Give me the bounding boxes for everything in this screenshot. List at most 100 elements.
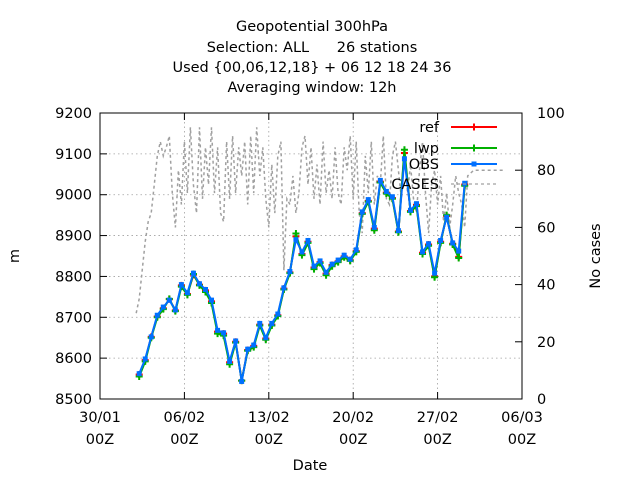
y-tick-label: 9100 (55, 147, 92, 163)
series-obs-point (269, 320, 275, 326)
x-tick-label-hour: 00Z (86, 432, 114, 448)
series-obs-point (377, 177, 383, 183)
y2-axis-label: No cases (588, 223, 604, 288)
series-obs-point (172, 307, 178, 313)
x-axis-label: Date (293, 458, 328, 474)
title-line-2: Selection: ALL 26 stations (207, 40, 418, 56)
series-obs-point (196, 281, 202, 287)
series-obs-point (420, 249, 426, 255)
legend-ref-marker (470, 123, 478, 131)
series-obs-point (209, 297, 215, 303)
x-tick-label-date: 13/02 (248, 410, 290, 426)
series-obs-point (233, 338, 239, 344)
x-tick-label-hour: 00Z (423, 432, 451, 448)
series-obs-point (444, 214, 450, 220)
series-obs-point (383, 188, 389, 194)
y-tick-label: 8600 (55, 351, 92, 367)
series-obs-point (353, 247, 359, 253)
x-tick-label-hour: 00Z (255, 432, 283, 448)
series-obs-point (257, 320, 263, 326)
series-obs-point (203, 287, 208, 293)
axes: 8500 8600 8700 8800 8900 9000 9100 9200 0 20 40 60 8… (55, 106, 565, 448)
series-obs-point (190, 270, 196, 276)
series-lwp-point (455, 254, 463, 262)
series-obs-point (227, 358, 233, 364)
y2-tick-label: 80 (537, 163, 555, 179)
series-obs-point (462, 180, 468, 186)
title-line-4: Averaging window: 12h (227, 80, 396, 96)
title-line-3: Used {00,06,12,18} + 06 12 18 24 36 (172, 60, 451, 76)
series-obs-point (142, 356, 148, 362)
series-obs-point (263, 335, 269, 341)
series-cases-line (135, 127, 504, 314)
y2-tick-label: 0 (537, 392, 546, 408)
y-axis-label: m (7, 249, 23, 263)
series-obs-point (148, 334, 154, 340)
y-tick-label: 8900 (55, 229, 92, 245)
series-obs-point (389, 194, 395, 200)
series-lwp-point (400, 146, 408, 154)
y2-tick-label: 40 (537, 278, 555, 294)
x-tick-label-hour: 00Z (170, 432, 198, 448)
legend-lwp-label: lwp (414, 141, 439, 157)
legend-obs-label: OBS (409, 157, 439, 173)
series-obs-point (136, 371, 142, 377)
chart-title: Geopotential 300hPa Selection: ALL 26 st… (172, 19, 451, 96)
y-tick-label: 8500 (55, 392, 92, 408)
series-obs-point (432, 270, 438, 276)
x-tick-label-hour: 00Z (508, 432, 536, 448)
series-obs-point (287, 269, 293, 275)
y-tick-label: 9000 (55, 188, 92, 204)
x-tick-label-date: 20/02 (332, 410, 374, 426)
series-lwp-point (292, 230, 300, 238)
series-obs-point (450, 240, 456, 246)
series-obs-point (371, 224, 377, 230)
series-obs-point (323, 269, 329, 275)
series-obs-point (317, 258, 323, 264)
x-tick-label-hour: 00Z (339, 432, 367, 448)
series-obs-point (293, 237, 299, 243)
x-tick-label-date: 27/02 (417, 410, 459, 426)
series-obs-point (184, 290, 190, 296)
series-obs-point (154, 312, 160, 318)
series-obs-point (341, 252, 347, 258)
series-obs-point (251, 342, 257, 348)
series-obs-point (395, 228, 401, 234)
legend-lwp-marker (470, 144, 478, 152)
x-tick-label-date: 30/01 (79, 410, 121, 426)
series-layer (135, 127, 504, 385)
x-tick-label-date: 06/03 (501, 410, 543, 426)
legend-ref-label: ref (419, 120, 440, 136)
series-obs-point (359, 209, 365, 215)
series-obs-point (365, 197, 371, 203)
series-obs-point (335, 257, 341, 263)
series-obs-point (275, 311, 281, 317)
x-tick-label-date: 06/02 (164, 410, 206, 426)
series-obs-point (401, 156, 407, 162)
title-line-1: Geopotential 300hPa (236, 19, 388, 35)
series-obs-point (311, 263, 317, 269)
series-obs-point (215, 327, 221, 333)
series-obs-point (245, 346, 251, 352)
series-obs-point (347, 256, 353, 262)
series-obs-point (178, 282, 184, 288)
series-obs-point (426, 241, 432, 247)
series-obs-point (407, 207, 413, 213)
series-obs-point (299, 249, 305, 255)
plot-frame (99, 112, 523, 400)
series-obs-point (160, 304, 166, 310)
series-obs-point (414, 201, 419, 207)
series-obs-point (221, 330, 227, 336)
series-obs-point (329, 261, 335, 267)
series-obs-point (281, 285, 287, 291)
y-tick-label: 8700 (55, 310, 92, 326)
y-tick-label: 9200 (55, 106, 92, 122)
series-obs-point (438, 237, 444, 243)
series-obs-point (456, 248, 462, 254)
series-obs-point (239, 378, 245, 384)
series-obs-point (305, 237, 311, 243)
legend-cases-label: CASES (391, 177, 439, 193)
legend-obs-marker (471, 161, 477, 167)
